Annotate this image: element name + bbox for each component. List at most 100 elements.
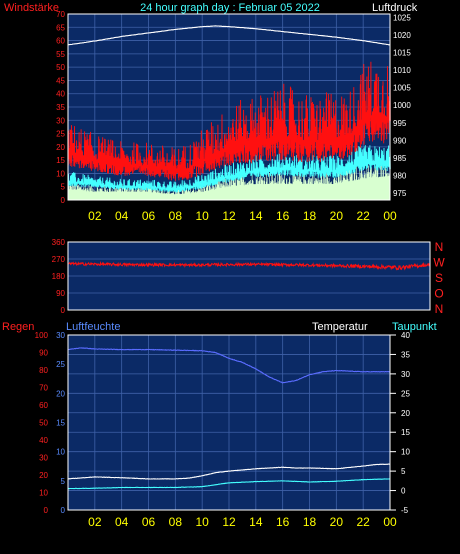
direction-gridlines: [68, 258, 430, 294]
dewpoint-axis-label: Taupunkt: [392, 321, 437, 333]
series-red: [67, 57, 391, 181]
pressure-tick-label: 1000: [393, 101, 411, 110]
pressure-right-ticks: 975 980 985 990 995 1000 1005 1010 1015 1020 1025: [393, 14, 411, 198]
chart-title: 24 hour graph day : Februar 05 2022: [140, 2, 320, 14]
pressure-tick-label: 1005: [393, 84, 411, 93]
pressure-tick-label: 1025: [393, 14, 411, 23]
temperature-tick-label: 0: [401, 487, 406, 496]
wind-tick-label: 25: [56, 130, 65, 139]
rain-tick-label: 100: [35, 331, 49, 340]
pressure-tick-label: 980: [393, 171, 407, 180]
wind-tick-label: 65: [56, 23, 65, 32]
hour-tick-label: 18: [303, 515, 317, 529]
wind-tick-label: 45: [56, 76, 65, 85]
hour-tick-label: 02: [88, 209, 102, 223]
hour-tick-label: 10: [195, 209, 209, 223]
pressure-axis-label: Luftdruck: [372, 2, 418, 14]
wind-tick-label: 10: [56, 169, 65, 178]
hour-tick-label: 20: [330, 515, 344, 529]
rain-tick-label: 30: [39, 454, 48, 463]
hour-tick-label: 12: [222, 209, 236, 223]
humidity-ticks: 0 5 10 15 20 25 30: [56, 331, 65, 515]
hour-tick-label: 08: [169, 209, 183, 223]
rain-tick-label: 60: [39, 401, 48, 410]
pressure-tick-label: 1010: [393, 66, 411, 75]
wind-tick-label: 40: [56, 90, 65, 99]
rain-tick-label: 40: [39, 436, 48, 445]
hour-tick-label: 10: [195, 515, 209, 529]
direction-tick-label: 180: [52, 272, 66, 281]
direction-tick-label: 270: [52, 255, 66, 264]
direction-tick-label: 90: [56, 289, 65, 298]
series-direction: [67, 261, 431, 271]
direction-left-ticks: 0 90 180 270 360: [52, 238, 66, 315]
wind-tick-label: 55: [56, 50, 65, 59]
rain-tick-label: 20: [39, 471, 48, 480]
direction-tick-label: 0: [61, 306, 66, 315]
humidity-tick-label: 25: [56, 360, 65, 369]
pressure-tick-label: 990: [393, 136, 407, 145]
rain-tick-label: 90: [39, 349, 48, 358]
wind-x-ticks: 02 04 06 08 10 12 14 16 18 20 22 00: [88, 209, 397, 223]
rain-ticks: 0 10 20 30 40 50 60 70 80 90 100: [35, 331, 49, 515]
temperature-tick-label: 25: [401, 389, 410, 398]
hour-tick-label: 04: [115, 515, 129, 529]
wind-tick-label: 60: [56, 37, 65, 46]
compass-letter: S: [435, 271, 443, 285]
compass-letter: N: [435, 240, 444, 254]
temperature-tick-label: 30: [401, 370, 410, 379]
hour-tick-label: 22: [356, 209, 370, 223]
temperature-tick-label: 15: [401, 428, 410, 437]
hour-tick-label: 22: [356, 515, 370, 529]
humidity-tick-label: 0: [61, 506, 66, 515]
hour-tick-label: 08: [169, 515, 183, 529]
humidity-tick-label: 15: [56, 419, 65, 428]
direction-series: [67, 261, 431, 271]
pressure-tick-label: 975: [393, 189, 407, 198]
wind-tick-label: 20: [56, 143, 65, 152]
temp-plot-frame: [67, 334, 391, 511]
pressure-tick-label: 995: [393, 119, 407, 128]
wind-plot-frame: [67, 13, 391, 201]
wind-tick-label: 35: [56, 103, 65, 112]
wind-tick-label: 15: [56, 156, 65, 165]
temperature-axis-label: Temperatur: [312, 321, 368, 333]
hour-tick-label: 04: [115, 209, 129, 223]
hour-tick-label: 06: [142, 515, 156, 529]
hour-tick-label: 06: [142, 209, 156, 223]
humidity-tick-label: 20: [56, 389, 65, 398]
temperature-ticks: -5 0 5 10 15 20 25 30 35 40: [390, 331, 410, 515]
series-white: [67, 25, 390, 46]
wind-left-ticks: 0 5 10 15 20 25 30 35 40 45 50 55 60 65 70: [56, 10, 65, 205]
pressure-tick-label: 1015: [393, 49, 411, 58]
hour-tick-label: 00: [383, 515, 397, 529]
series-blue: [67, 347, 390, 384]
hour-tick-label: 00: [383, 209, 397, 223]
hour-tick-label: 20: [330, 209, 344, 223]
compass-letter: O: [434, 287, 443, 301]
wind-tick-label: 70: [56, 10, 65, 19]
temp-x-ticks: 02 04 06 08 10 12 14 16 18 20 22 00: [88, 515, 397, 529]
temperature-tick-label: 20: [401, 409, 410, 418]
rain-tick-label: 70: [39, 384, 48, 393]
wind-axis-label: Windstärke: [4, 2, 59, 14]
direction-tick-label: 360: [52, 238, 66, 247]
humidity-tick-label: 10: [56, 448, 65, 457]
rain-tick-label: 50: [39, 419, 48, 428]
wind-tick-label: 50: [56, 63, 65, 72]
hour-tick-label: 14: [249, 515, 263, 529]
hour-tick-label: 02: [88, 515, 102, 529]
compass-letter: N: [435, 302, 444, 316]
series-cyan: [67, 144, 391, 193]
hour-tick-label: 14: [249, 209, 263, 223]
rain-tick-label: 0: [44, 506, 49, 515]
temperature-tick-label: 5: [401, 467, 406, 476]
hour-tick-label: 16: [276, 209, 290, 223]
temperature-tick-label: 40: [401, 331, 410, 340]
temperature-tick-label: 35: [401, 350, 410, 359]
humidity-axis-label: Luftfeuchte: [66, 321, 120, 333]
wind-tick-label: 5: [61, 183, 66, 192]
